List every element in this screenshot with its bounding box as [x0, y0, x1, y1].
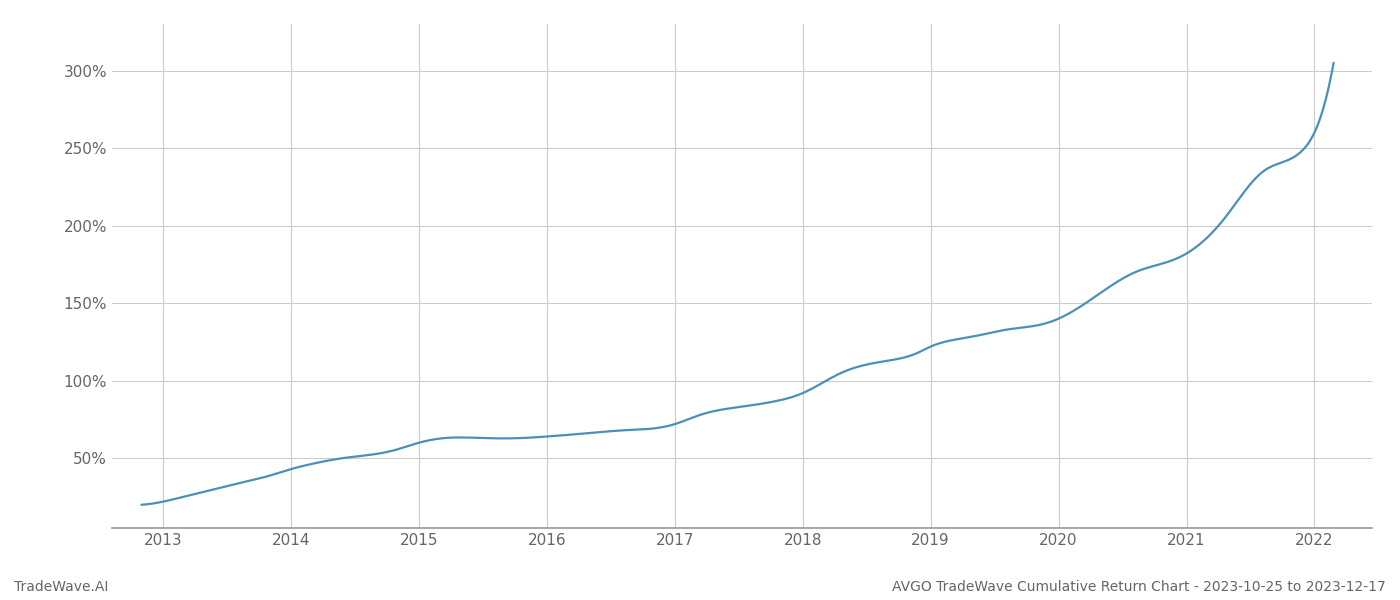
Text: TradeWave.AI: TradeWave.AI — [14, 580, 108, 594]
Text: AVGO TradeWave Cumulative Return Chart - 2023-10-25 to 2023-12-17: AVGO TradeWave Cumulative Return Chart -… — [892, 580, 1386, 594]
